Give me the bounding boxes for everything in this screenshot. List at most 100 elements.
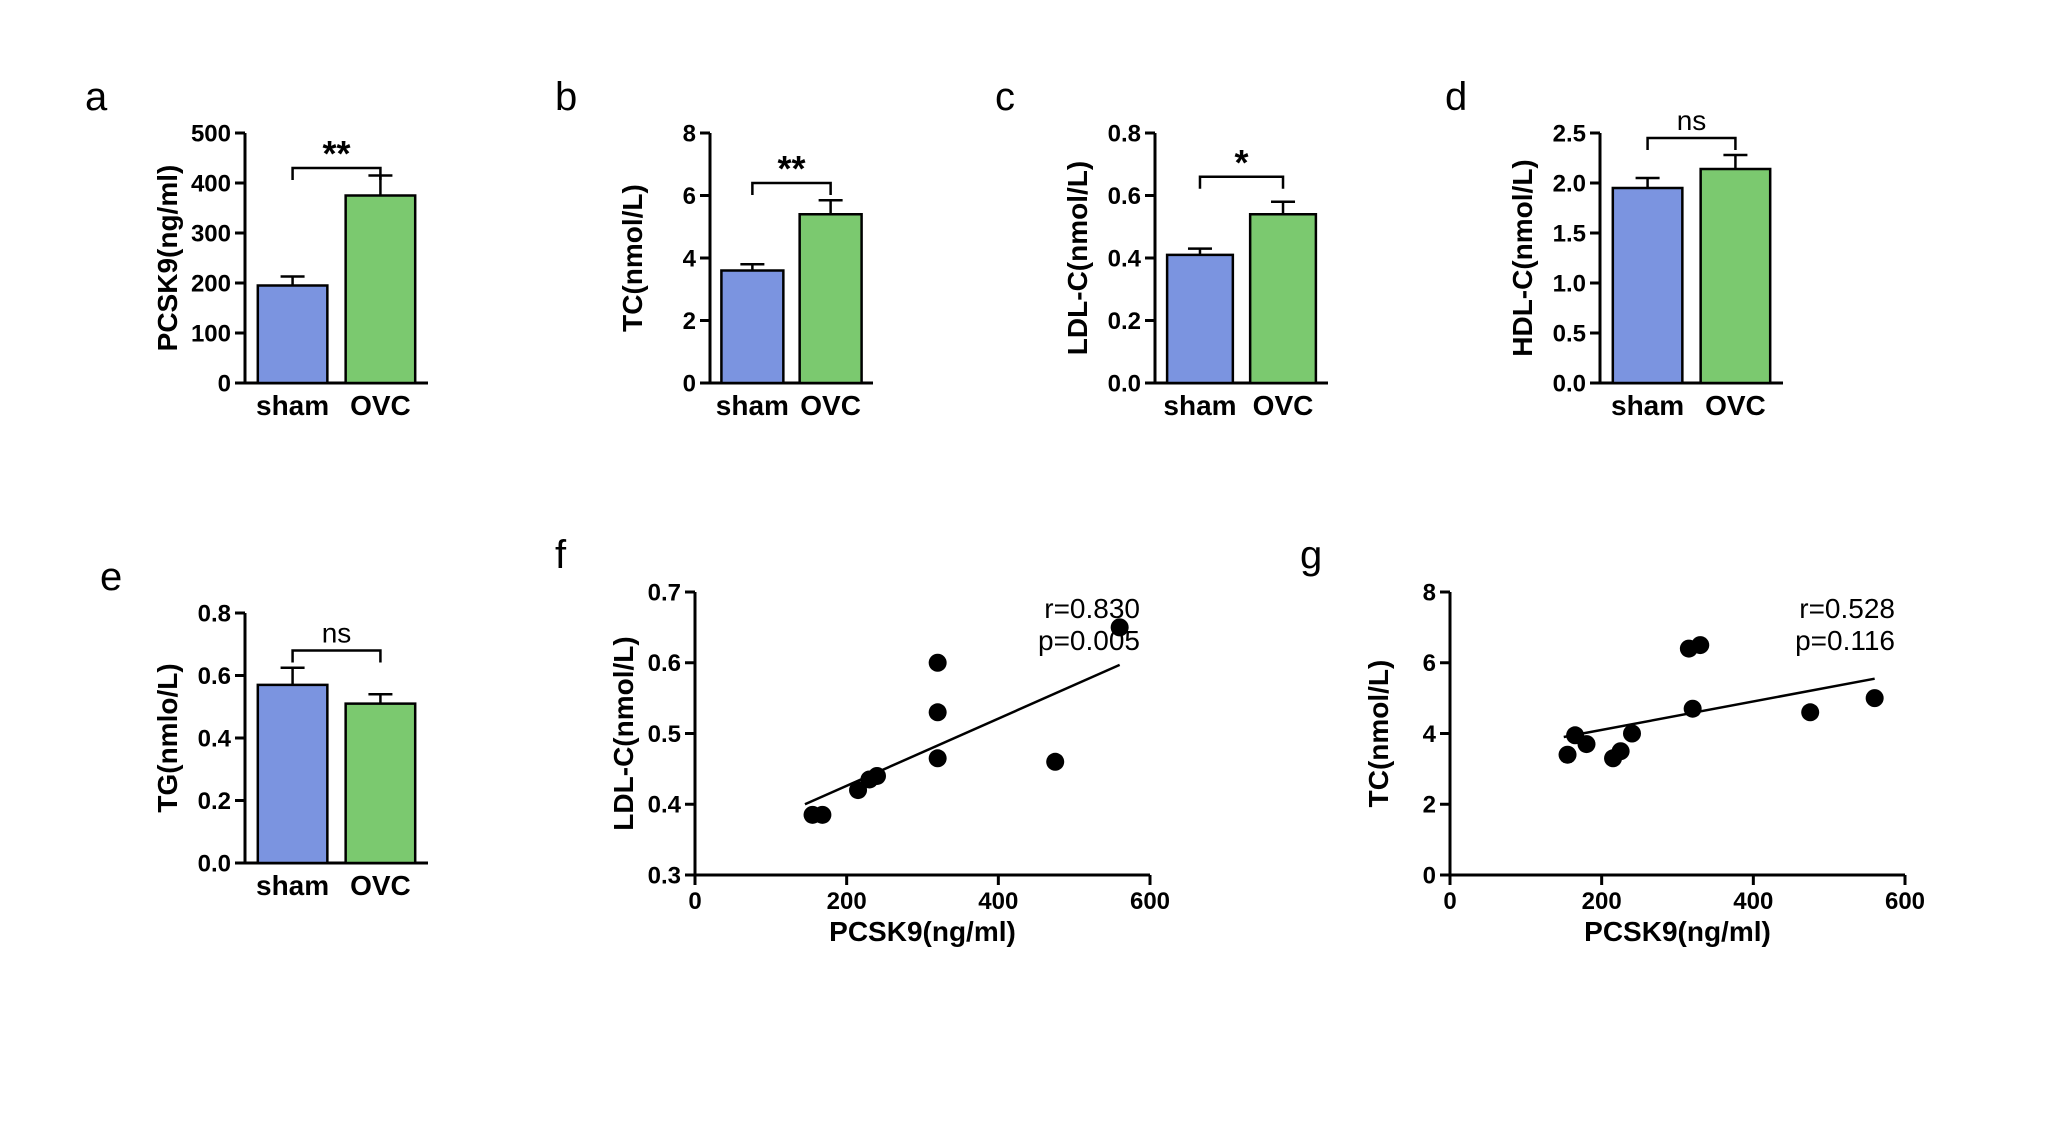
svg-text:100: 100 xyxy=(191,320,231,347)
svg-text:200: 200 xyxy=(191,270,231,297)
bar-chart-c: 0.0 0.2 0.4 0.6 0.8 LDL-C(nmol/L) sham OVC * xyxy=(1060,115,1340,425)
svg-text:0.6: 0.6 xyxy=(648,650,681,677)
svg-text:0: 0 xyxy=(683,370,696,397)
r-value-label: r=0.830 xyxy=(1044,593,1140,624)
category-label: OVC xyxy=(350,390,411,421)
p-value-label: p=0.116 xyxy=(1795,625,1895,656)
r-value-label: r=0.528 xyxy=(1799,593,1895,624)
svg-text:4: 4 xyxy=(683,245,697,272)
category-label: sham xyxy=(256,870,329,901)
panel-label-g: g xyxy=(1300,533,1322,578)
bar-chart-a: 0100200300400500PCSK9(ng/ml)shamOVC** xyxy=(150,115,440,425)
svg-text:400: 400 xyxy=(1733,888,1773,915)
bar xyxy=(1250,214,1316,383)
panel-label-b: b xyxy=(555,75,577,120)
svg-text:0.5: 0.5 xyxy=(648,721,681,748)
svg-text:300: 300 xyxy=(191,220,231,247)
data-point xyxy=(868,767,886,785)
significance-label: ns xyxy=(1677,115,1707,136)
regression-line xyxy=(1564,679,1875,737)
svg-text:1.5: 1.5 xyxy=(1553,220,1586,247)
significance-label: ** xyxy=(777,148,805,189)
category-label: OVC xyxy=(350,870,411,901)
y-axis-label: PCSK9(ng/ml) xyxy=(152,165,183,352)
data-point xyxy=(1801,703,1819,721)
data-point xyxy=(929,703,947,721)
svg-text:4: 4 xyxy=(1423,721,1437,748)
data-point xyxy=(929,654,947,672)
bar-chart-b: 02468TC(nmol/L)shamOVC** xyxy=(615,115,885,425)
svg-text:0: 0 xyxy=(1443,888,1456,915)
svg-text:0.6: 0.6 xyxy=(1108,183,1141,210)
significance-label: * xyxy=(1234,142,1248,183)
data-point xyxy=(1684,700,1702,718)
significance-label: ** xyxy=(322,133,350,174)
bar xyxy=(800,214,862,383)
bar xyxy=(1701,169,1771,383)
bar xyxy=(346,196,416,384)
data-point xyxy=(929,749,947,767)
bar-chart-d: 0.00.51.01.52.02.5HDL-C(nmol/L)shamOVCns xyxy=(1505,115,1795,425)
p-value-label: p=0.005 xyxy=(1038,625,1140,656)
svg-text:8: 8 xyxy=(1423,580,1436,606)
category-label: sham xyxy=(1163,390,1236,421)
panel-label-f: f xyxy=(555,533,566,578)
svg-text:0.4: 0.4 xyxy=(648,792,682,819)
svg-text:200: 200 xyxy=(1582,888,1622,915)
svg-text:1.0: 1.0 xyxy=(1553,270,1586,297)
svg-text:0.4: 0.4 xyxy=(1108,245,1142,272)
category-label: OVC xyxy=(800,390,861,421)
category-label: OVC xyxy=(1705,390,1766,421)
svg-text:0.0: 0.0 xyxy=(1108,370,1141,397)
category-label: sham xyxy=(716,390,789,421)
y-axis-label: TC(nmol/L) xyxy=(617,184,648,332)
data-point xyxy=(1866,689,1884,707)
svg-text:0.0: 0.0 xyxy=(1553,370,1586,397)
y-axis-label: TC(nmol/L) xyxy=(1363,660,1394,808)
y-axis-label: LDL-C(nmol/L) xyxy=(1062,161,1093,355)
bar xyxy=(1167,255,1233,383)
svg-text:400: 400 xyxy=(978,888,1018,915)
svg-text:0.3: 0.3 xyxy=(648,862,681,889)
svg-text:0: 0 xyxy=(1423,862,1436,889)
svg-text:2: 2 xyxy=(683,308,696,335)
category-label: sham xyxy=(1611,390,1684,421)
panel-label-a: a xyxy=(85,75,107,120)
svg-text:2: 2 xyxy=(1423,792,1436,819)
bar-chart-e: 0.00.20.40.60.8TG(nmlo/L)shamOVCns xyxy=(150,595,440,905)
svg-text:0.2: 0.2 xyxy=(198,788,231,815)
significance-label: ns xyxy=(322,618,352,649)
svg-text:0: 0 xyxy=(218,370,231,397)
category-label: OVC xyxy=(1253,390,1314,421)
svg-text:0.8: 0.8 xyxy=(1108,120,1141,147)
svg-text:600: 600 xyxy=(1130,888,1170,915)
bar xyxy=(346,704,416,863)
bar xyxy=(1613,188,1683,383)
panel-label-e: e xyxy=(100,555,122,600)
data-point xyxy=(1578,735,1596,753)
data-point xyxy=(1612,742,1630,760)
scatter-chart-g: 0 2 4 6 8 0 200 400 600 TC(nmol/L) PCSK9(ng/ml) r=0… xyxy=(1360,580,1925,950)
bar xyxy=(258,286,328,384)
bar xyxy=(258,685,328,863)
y-axis-label: TG(nmlo/L) xyxy=(152,663,183,812)
svg-text:200: 200 xyxy=(827,888,867,915)
scatter-chart-f: 0.30.40.50.60.70200400600LDL-C(nmol/L)PC… xyxy=(605,580,1170,950)
svg-text:6: 6 xyxy=(683,183,696,210)
svg-text:600: 600 xyxy=(1885,888,1925,915)
x-axis-label: PCSK9(ng/ml) xyxy=(829,916,1016,947)
data-point xyxy=(1046,753,1064,771)
data-point xyxy=(813,806,831,824)
svg-text:0.2: 0.2 xyxy=(1108,308,1141,335)
bar xyxy=(721,271,783,384)
category-label: sham xyxy=(256,390,329,421)
svg-text:400: 400 xyxy=(191,170,231,197)
y-axis-label: HDL-C(nmol/L) xyxy=(1507,159,1538,357)
data-point xyxy=(1559,746,1577,764)
svg-text:0.4: 0.4 xyxy=(198,725,232,752)
svg-text:0.7: 0.7 xyxy=(648,580,681,606)
svg-text:6: 6 xyxy=(1423,650,1436,677)
x-axis-label: PCSK9(ng/ml) xyxy=(1584,916,1771,947)
svg-text:0.5: 0.5 xyxy=(1553,320,1586,347)
svg-text:0.8: 0.8 xyxy=(198,600,231,627)
